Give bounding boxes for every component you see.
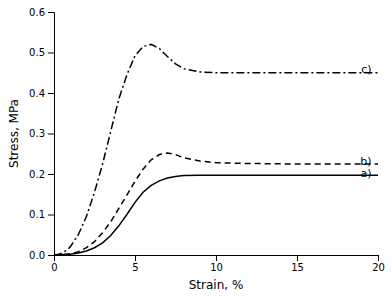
tick-label: 5	[132, 262, 138, 273]
tick-mark	[297, 255, 298, 261]
line	[54, 44, 378, 255]
tick-mark	[48, 93, 54, 94]
tick-mark	[48, 53, 54, 54]
annotation: b)	[360, 155, 371, 168]
tick-mark	[48, 12, 54, 13]
tick-mark	[48, 215, 54, 216]
tick-label: 0.6	[29, 7, 45, 18]
tick: 0.3	[29, 128, 54, 139]
tick-label: 0	[51, 262, 57, 273]
tick-mark	[48, 174, 54, 175]
tick-label: 20	[372, 262, 385, 273]
tick-label: 15	[291, 262, 304, 273]
tick: 15	[291, 255, 304, 273]
tick-label: 10	[210, 262, 223, 273]
chart: 0 5 10 15 20 0.0 0.1 0.2 0.3 0.4 0.5 0.6 a)b) c) Strai…	[0, 0, 392, 297]
tick-label: 0.0	[29, 250, 45, 261]
tick-label: 0.4	[29, 88, 45, 99]
plot: 0 5 10 15 20 0.0 0.1 0.2 0.3 0.4 0.5 0.6 a)b) c)	[29, 7, 385, 273]
tick: 20	[372, 255, 385, 273]
annotations: a)b) c)	[360, 63, 371, 180]
tick-mark	[378, 255, 379, 261]
tick: 0.0	[29, 250, 54, 261]
annotation: a)	[360, 167, 371, 180]
tick: 0.2	[29, 169, 54, 180]
x-axis-line	[55, 256, 379, 262]
x-axis: 0 5 10 15 20	[51, 255, 385, 273]
tick-label: 0.3	[29, 128, 45, 139]
tick-mark	[135, 255, 136, 261]
tick: 10	[210, 255, 223, 273]
tick-label: 0.5	[29, 47, 45, 58]
tick: 5	[132, 255, 138, 273]
tick-label: 0.2	[29, 169, 45, 180]
tick: 0.1	[29, 209, 54, 220]
line	[54, 153, 378, 255]
tick-mark	[48, 255, 54, 256]
annotation: c)	[361, 63, 371, 76]
tick-mark	[216, 255, 217, 261]
tick: 0.5	[29, 47, 54, 58]
line	[54, 175, 378, 255]
lines	[54, 44, 378, 255]
tick-label: 0.1	[29, 209, 45, 220]
tick-mark	[48, 134, 54, 135]
x-axis-title: Strain, %	[189, 278, 244, 292]
tick: 0.6	[29, 7, 54, 18]
tick: 0.4	[29, 88, 54, 99]
y-axis-title: Stress, MPa	[7, 99, 21, 168]
y-axis-line	[48, 13, 55, 256]
y-axis: 0.0 0.1 0.2 0.3 0.4 0.5 0.6	[29, 7, 54, 261]
tick: 0	[51, 255, 57, 273]
